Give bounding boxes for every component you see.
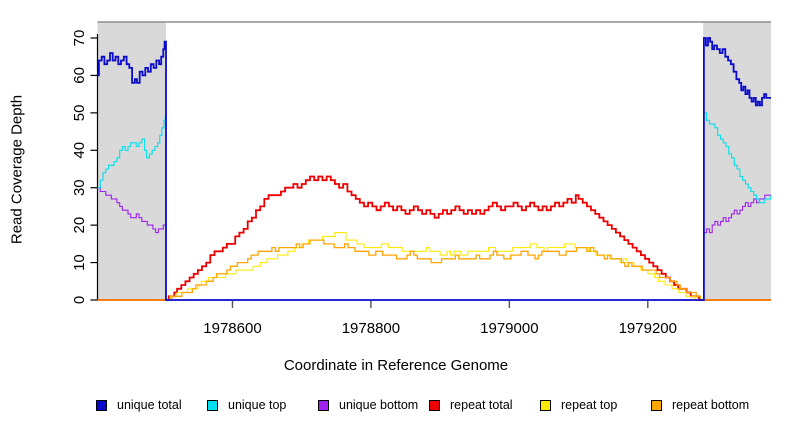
series-line-unique-bottom: [97, 187, 771, 301]
y-tick-label: 0: [71, 296, 88, 304]
y-tick-label: 10: [71, 254, 88, 271]
legend-label: repeat bottom: [672, 398, 750, 412]
series-line-repeat-bottom: [97, 239, 771, 301]
series-line-repeat-top: [97, 232, 771, 301]
series-line-unique-total: [97, 37, 771, 301]
series-line-repeat-total: [97, 175, 771, 301]
shaded-repeat-flank-region: [703, 22, 771, 300]
y-tick-label: 20: [71, 217, 88, 234]
legend-swatch-unique-top: [207, 399, 218, 411]
legend-swatch-repeat-bottom: [651, 399, 662, 411]
legend-swatch-unique-bottom: [318, 399, 329, 411]
x-tick-label: 1978600: [203, 320, 261, 337]
x-axis-title: Coordinate in Reference Genome: [283, 357, 509, 374]
legend-label: unique bottom: [339, 398, 419, 412]
legend-label: unique top: [228, 398, 287, 412]
legend-item-repeat-top: repeat top: [540, 394, 617, 416]
y-tick-label: 50: [71, 105, 88, 122]
y-tick-label: 40: [71, 142, 88, 159]
legend-item-unique-total: unique total: [96, 394, 182, 416]
y-tick-label: 70: [71, 30, 88, 47]
x-tick-label: 1979000: [480, 320, 538, 337]
legend-swatch-repeat-total: [429, 399, 440, 411]
y-tick-label: 30: [71, 179, 88, 196]
legend-label: repeat total: [450, 398, 513, 412]
legend-item-repeat-total: repeat total: [429, 394, 513, 416]
legend: unique total unique top unique bottom repea…: [0, 394, 792, 418]
legend-item-unique-top: unique top: [207, 394, 286, 416]
legend-label: repeat top: [561, 398, 618, 412]
legend-swatch-repeat-top: [540, 399, 551, 411]
legend-swatch-unique-total: [96, 399, 107, 411]
y-axis-title: Read Coverage Depth: [8, 94, 26, 245]
x-tick-label: 1979200: [619, 320, 677, 337]
y-tick-label: 60: [71, 67, 88, 84]
x-tick-label: 1978800: [342, 320, 400, 337]
legend-item-repeat-bottom: repeat bottom: [651, 394, 749, 416]
legend-label: unique total: [117, 398, 182, 412]
legend-item-unique-bottom: unique bottom: [318, 394, 418, 416]
